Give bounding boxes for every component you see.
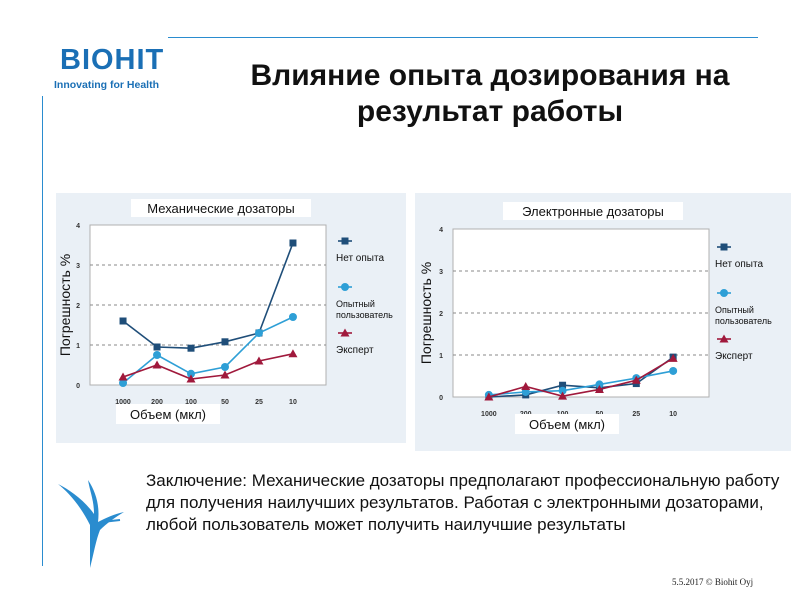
x-tick-label: 200 — [151, 399, 163, 406]
hummingbird-logo-icon — [58, 480, 124, 568]
data-point-triangle — [631, 375, 641, 384]
plot-area — [89, 224, 327, 386]
series-line — [122, 242, 294, 350]
frame-top-line — [168, 37, 758, 38]
data-point-triangle — [668, 353, 678, 362]
data-point-circle — [254, 329, 263, 337]
legend-label: Эксперт — [715, 351, 753, 362]
y-axis-label: Погрешность % — [418, 262, 434, 364]
data-point-triangle — [254, 356, 264, 365]
series-line — [122, 316, 294, 384]
data-point-circle — [119, 379, 128, 387]
frame-left-line — [42, 96, 43, 566]
slide-title: Влияние опыта дозирования на результат р… — [250, 59, 730, 128]
chart-title: Электронные дозаторы — [522, 204, 664, 219]
logo-tagline: Innovating for Health — [54, 79, 159, 91]
x-tick-label: 10 — [669, 411, 677, 418]
x-tick-label: 25 — [255, 399, 263, 406]
chart-panel-electronic: 012341000200100502510Электронные дозатор… — [415, 193, 791, 451]
y-tick-label: 0 — [439, 395, 443, 402]
x-tick-label: 1000 — [481, 411, 497, 418]
legend-label: Нет опыта — [336, 253, 384, 264]
legend-label-line: пользователь — [715, 316, 772, 326]
data-point-square — [221, 338, 229, 346]
y-tick-label: 4 — [76, 223, 80, 230]
x-tick-label: 50 — [221, 399, 229, 406]
data-point-triangle — [719, 334, 729, 343]
legend-label: Эксперт — [336, 345, 374, 356]
chart-mechanical: 0 1 2 3 4 1000 200 100 50 25 10 Механические дозато… — [57, 199, 393, 424]
chart-panel-mechanical: 0 1 2 3 4 1000 200 100 50 25 10 Механические дозато… — [56, 193, 406, 443]
y-tick-label: 0 — [76, 383, 80, 390]
data-point-circle — [341, 283, 349, 291]
data-point-circle — [187, 369, 196, 378]
data-point-circle — [153, 351, 162, 359]
data-point-triangle — [186, 374, 196, 383]
data-point-square — [119, 317, 127, 325]
data-point-circle — [669, 366, 678, 375]
y-tick-label: 2 — [76, 303, 80, 310]
data-point-triangle — [484, 392, 494, 401]
data-point-circle — [220, 363, 229, 371]
legend-label-line: Опытный — [336, 299, 375, 309]
legend-label: Нет опыта — [715, 259, 763, 270]
conclusion-text: Заключение: Механические дозаторы предпо… — [146, 471, 780, 534]
data-point-triangle — [152, 360, 162, 369]
x-axis-label: Объем (мкл) — [529, 417, 605, 432]
y-tick-label: 1 — [76, 343, 80, 350]
data-point-circle — [720, 289, 728, 297]
x-tick-label: 10 — [289, 399, 297, 406]
data-point-triangle — [594, 384, 604, 393]
y-tick-label: 1 — [439, 353, 443, 360]
y-tick-label: 2 — [439, 311, 443, 318]
footer-copyright: 5.5.2017 © Biohit Oyj — [672, 577, 754, 587]
data-point-square — [559, 381, 567, 389]
data-point-triangle — [521, 382, 531, 390]
chart-title-box — [503, 202, 683, 220]
series-line — [488, 357, 674, 398]
data-point-square — [187, 344, 195, 352]
data-point-square — [289, 239, 297, 247]
legend-label-line: Опытный — [715, 305, 754, 315]
y-axis-label: Погрешность % — [57, 254, 73, 356]
data-point-square — [720, 243, 728, 251]
data-point-circle — [595, 380, 604, 389]
data-point-circle — [558, 386, 567, 395]
chart-electronic: 012341000200100502510Электронные дозатор… — [418, 202, 772, 434]
x-axis-label: Объем (мкл) — [130, 407, 206, 422]
biohit-logo: BIOHIT Innovating for Health — [50, 38, 174, 94]
chart-title-box — [131, 199, 311, 217]
x-axis-label-box — [116, 404, 220, 424]
data-point-triangle — [340, 328, 350, 337]
y-tick-label: 3 — [76, 263, 80, 270]
legend-label-line: пользователь — [336, 310, 393, 320]
data-point-triangle — [288, 349, 298, 358]
data-point-circle — [288, 313, 297, 321]
legend-label: Опытный пользователь — [336, 299, 393, 320]
y-tick-label: 4 — [439, 227, 443, 234]
chart-title: Механические дозаторы — [147, 201, 294, 216]
data-point-triangle — [558, 391, 568, 400]
series-line — [488, 356, 674, 398]
data-point-square — [341, 237, 349, 245]
series-line — [122, 353, 294, 380]
data-point-square — [153, 343, 161, 351]
legend-label: Опытный пользователь — [715, 305, 772, 326]
x-tick-label: 1000 — [115, 399, 131, 406]
data-point-triangle — [118, 372, 128, 381]
logo-word: BIOHIT — [60, 44, 165, 76]
data-point-triangle — [220, 370, 230, 379]
x-axis-label-box — [515, 414, 619, 434]
y-tick-label: 3 — [439, 269, 443, 276]
x-tick-label: 100 — [185, 399, 197, 406]
x-tick-label: 25 — [632, 411, 640, 418]
